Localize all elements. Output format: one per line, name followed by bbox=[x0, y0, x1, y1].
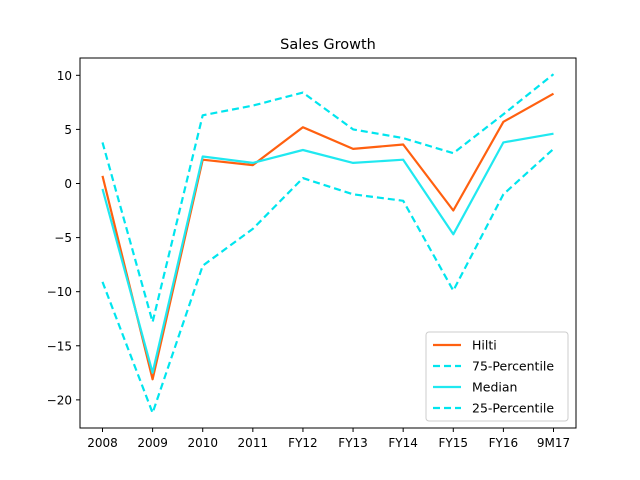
legend-box bbox=[425, 331, 569, 422]
y-tick-label: 10 bbox=[57, 69, 72, 83]
x-tick-label: 9M17 bbox=[537, 436, 570, 450]
y-tick-label: 5 bbox=[64, 123, 72, 137]
y-axis: 10 5 0 −5 −10 −15 −20 bbox=[47, 69, 80, 407]
legend-label-2: Median bbox=[472, 380, 517, 395]
x-tick-label: 2009 bbox=[137, 436, 168, 450]
x-tick-label: 2011 bbox=[238, 436, 269, 450]
x-axis: 2008 2009 2010 2011 FY12 FY13 FY14 FY15 FY16 9M17 bbox=[87, 428, 570, 450]
plot-frame bbox=[79, 57, 577, 429]
chart-title: Sales Growth bbox=[280, 37, 376, 53]
series-line-3 bbox=[101, 148, 555, 414]
legend-label-1: 75-Percentile bbox=[472, 359, 554, 374]
legend: Hilti 75-Percentile Median 25-Percentile bbox=[425, 331, 569, 422]
y-tick-label: −20 bbox=[47, 393, 72, 407]
x-tick-label: FY14 bbox=[388, 436, 418, 450]
x-tick-label: 2008 bbox=[87, 436, 118, 450]
series-line-2 bbox=[101, 132, 554, 374]
x-tick-label: FY16 bbox=[489, 436, 519, 450]
x-tick-label: FY15 bbox=[439, 436, 469, 450]
series-lines bbox=[101, 73, 555, 414]
series-line-1 bbox=[101, 73, 555, 324]
y-tick-label: 0 bbox=[64, 177, 72, 191]
x-tick-label: FY13 bbox=[338, 436, 368, 450]
legend-label-3: 25-Percentile bbox=[472, 401, 554, 416]
y-tick-label: −15 bbox=[47, 339, 72, 353]
x-tick-label: FY12 bbox=[288, 436, 318, 450]
y-tick-label: −5 bbox=[54, 231, 72, 245]
x-tick-label: 2010 bbox=[187, 436, 218, 450]
y-tick-label: −10 bbox=[47, 285, 72, 299]
legend-label-0: Hilti bbox=[472, 338, 497, 353]
